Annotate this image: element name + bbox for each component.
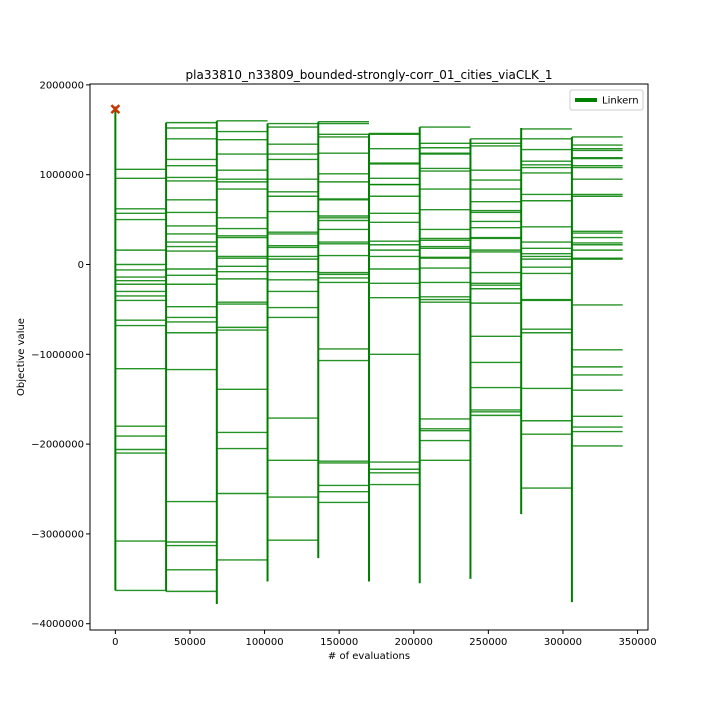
y-axis: 2000000 1000000 0 −1000000 −2000000 −3000000 −… [31,80,90,630]
legend: Linkern [569,89,644,111]
x-tick-label: 100000 [245,637,283,648]
series-segment-7 [418,126,471,584]
series-segment-5 [317,121,369,559]
x-axis: 0 50000 100000 150000 200000 250000 300000 3500… [112,630,657,648]
series-segment-8 [469,138,522,579]
plot-area [110,104,623,604]
legend-label-linkern: Linkern [602,96,639,107]
x-axis-label: # of evaluations [328,651,410,662]
y-tick-label: 2000000 [39,80,84,91]
series-segment-10 [570,136,623,603]
x-tick-label: 250000 [469,637,507,648]
y-tick-label: −1000000 [31,350,84,361]
y-tick-label: 0 [78,260,84,271]
series-segment-4 [266,122,319,582]
chart-title: pla33810_n33809_bounded-strongly-corr_01… [186,68,553,82]
y-tick-label: −2000000 [31,440,84,451]
x-tick-label: 200000 [395,637,433,648]
start-marker-stroke [110,104,121,115]
series-segment-9 [520,128,572,515]
x-tick-label: 300000 [544,637,582,648]
series-segment-6 [368,132,420,582]
y-axis-label: Objective value [16,318,27,396]
series-segment-3 [215,120,268,604]
y-tick-label: −3000000 [31,529,84,540]
x-tick-label: 150000 [320,637,358,648]
series-segment-1 [114,106,167,592]
start-marker [110,104,121,115]
x-tick-label: 350000 [618,637,656,648]
y-tick-label: 1000000 [39,170,84,181]
legend-box [569,89,644,111]
series-segment-2 [165,121,217,593]
axes-frame [89,83,649,631]
y-tick-label: −4000000 [31,619,84,630]
x-tick-label: 0 [112,637,118,648]
x-tick-label: 50000 [174,637,206,648]
